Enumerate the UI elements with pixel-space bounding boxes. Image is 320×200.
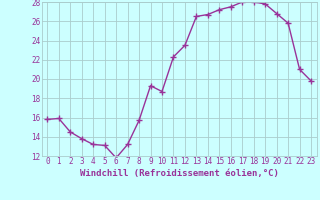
X-axis label: Windchill (Refroidissement éolien,°C): Windchill (Refroidissement éolien,°C): [80, 169, 279, 178]
